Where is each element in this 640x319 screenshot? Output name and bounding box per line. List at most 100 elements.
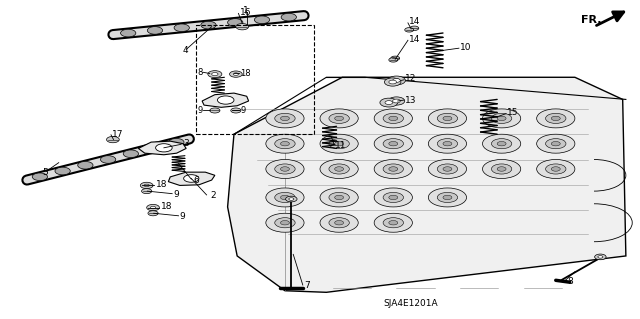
Circle shape — [492, 113, 512, 123]
Circle shape — [380, 98, 397, 107]
Circle shape — [144, 184, 149, 187]
Circle shape — [210, 108, 220, 113]
Text: 18: 18 — [156, 180, 167, 189]
Text: 13: 13 — [405, 97, 417, 106]
Circle shape — [389, 195, 397, 200]
Circle shape — [335, 195, 344, 200]
Circle shape — [389, 116, 397, 121]
Circle shape — [385, 78, 401, 86]
Circle shape — [437, 113, 458, 123]
Circle shape — [551, 167, 560, 171]
Circle shape — [124, 150, 138, 158]
Circle shape — [148, 211, 158, 216]
Text: 11: 11 — [335, 141, 347, 150]
Circle shape — [383, 113, 403, 123]
Circle shape — [551, 116, 560, 121]
Circle shape — [551, 141, 560, 146]
Circle shape — [335, 167, 344, 171]
Circle shape — [383, 164, 403, 174]
Circle shape — [389, 58, 397, 62]
Circle shape — [266, 160, 304, 178]
Circle shape — [492, 139, 512, 149]
Circle shape — [201, 21, 216, 29]
Text: 3: 3 — [183, 139, 189, 148]
Circle shape — [140, 182, 153, 189]
Circle shape — [389, 220, 397, 225]
Circle shape — [329, 164, 349, 174]
Circle shape — [545, 139, 566, 149]
Circle shape — [289, 198, 294, 200]
Text: 8: 8 — [567, 278, 573, 286]
Circle shape — [492, 164, 512, 174]
Text: 9: 9 — [198, 106, 203, 115]
Circle shape — [374, 109, 412, 128]
Circle shape — [141, 189, 152, 194]
Circle shape — [236, 24, 248, 30]
Text: 9: 9 — [241, 106, 246, 115]
Circle shape — [280, 167, 289, 171]
Text: 5: 5 — [42, 168, 47, 177]
Text: FR.: FR. — [581, 15, 602, 26]
Circle shape — [234, 73, 239, 75]
Circle shape — [266, 134, 304, 153]
Text: 7: 7 — [304, 281, 310, 291]
Circle shape — [280, 116, 289, 121]
Circle shape — [443, 116, 452, 121]
Circle shape — [389, 167, 397, 171]
Bar — [196, 25, 314, 134]
Polygon shape — [228, 77, 626, 292]
Text: 4: 4 — [182, 46, 188, 55]
Text: 18: 18 — [161, 203, 172, 211]
Circle shape — [497, 167, 506, 171]
Circle shape — [389, 141, 397, 146]
Circle shape — [275, 192, 295, 203]
Circle shape — [428, 134, 467, 153]
Circle shape — [146, 144, 161, 152]
Circle shape — [437, 139, 458, 149]
Circle shape — [228, 19, 243, 26]
Circle shape — [388, 97, 404, 105]
Circle shape — [329, 113, 349, 123]
Circle shape — [208, 70, 222, 78]
Text: 9: 9 — [173, 190, 179, 199]
Circle shape — [275, 218, 295, 228]
Circle shape — [443, 195, 452, 200]
Polygon shape — [202, 93, 248, 107]
Circle shape — [329, 218, 349, 228]
Circle shape — [150, 206, 156, 209]
Text: 17: 17 — [112, 130, 124, 139]
Circle shape — [55, 167, 70, 175]
Circle shape — [77, 161, 93, 169]
Circle shape — [483, 134, 521, 153]
Circle shape — [428, 160, 467, 178]
Text: 15: 15 — [508, 108, 519, 117]
Circle shape — [254, 16, 269, 24]
Circle shape — [100, 156, 116, 163]
Circle shape — [231, 108, 241, 113]
Circle shape — [443, 141, 452, 146]
Text: 8: 8 — [198, 68, 203, 77]
Circle shape — [120, 29, 136, 37]
Circle shape — [483, 109, 521, 128]
Circle shape — [374, 188, 412, 207]
Text: 12: 12 — [405, 74, 417, 83]
Circle shape — [329, 192, 349, 203]
Circle shape — [497, 116, 506, 121]
Circle shape — [275, 139, 295, 149]
Circle shape — [320, 160, 358, 178]
Circle shape — [374, 134, 412, 153]
Circle shape — [537, 109, 575, 128]
Circle shape — [32, 173, 47, 181]
Text: 2: 2 — [211, 191, 216, 200]
Circle shape — [106, 137, 119, 143]
Circle shape — [335, 116, 344, 121]
Text: 6: 6 — [194, 175, 200, 185]
Text: 18: 18 — [241, 69, 251, 78]
Circle shape — [266, 109, 304, 128]
Circle shape — [266, 213, 304, 232]
Circle shape — [383, 139, 403, 149]
Circle shape — [545, 113, 566, 123]
Circle shape — [147, 204, 159, 211]
Circle shape — [497, 141, 506, 146]
Circle shape — [266, 188, 304, 207]
